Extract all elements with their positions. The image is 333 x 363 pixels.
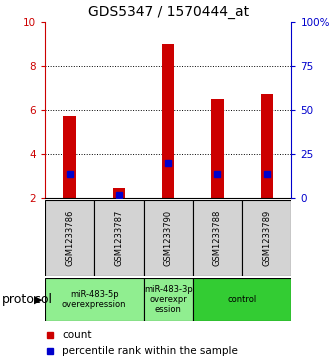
Bar — [45, 278, 144, 321]
Text: GSM1233790: GSM1233790 — [164, 210, 173, 266]
Text: protocol: protocol — [2, 293, 53, 306]
Bar — [162, 44, 174, 198]
Bar — [94, 200, 144, 276]
Text: GSM1233786: GSM1233786 — [65, 209, 74, 266]
Bar — [193, 200, 242, 276]
Bar — [144, 200, 193, 276]
Text: ▶: ▶ — [34, 294, 43, 305]
Text: GSM1233787: GSM1233787 — [114, 209, 124, 266]
Text: miR-483-5p
overexpression: miR-483-5p overexpression — [62, 290, 127, 309]
Bar — [242, 200, 291, 276]
Text: miR-483-3p
overexpr
ession: miR-483-3p overexpr ession — [144, 285, 192, 314]
Text: percentile rank within the sample: percentile rank within the sample — [62, 346, 238, 356]
Bar — [193, 278, 291, 321]
Bar — [260, 94, 273, 198]
Bar — [144, 278, 193, 321]
Text: GSM1233788: GSM1233788 — [213, 209, 222, 266]
Text: control: control — [227, 295, 257, 304]
Bar — [113, 188, 125, 198]
Text: GSM1233789: GSM1233789 — [262, 210, 271, 266]
Bar — [211, 99, 224, 198]
Bar — [45, 200, 94, 276]
Text: count: count — [62, 330, 92, 340]
Bar — [64, 117, 76, 198]
Title: GDS5347 / 1570444_at: GDS5347 / 1570444_at — [88, 5, 249, 19]
